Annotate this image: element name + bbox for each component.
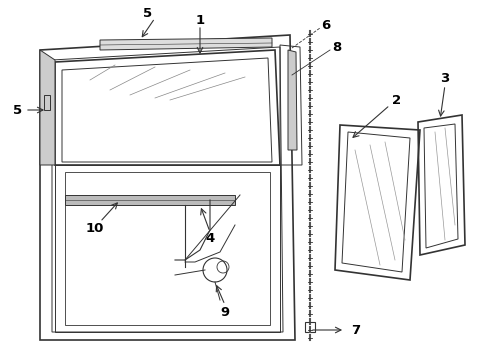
Text: 9: 9 [220, 306, 229, 319]
Text: 7: 7 [351, 324, 361, 337]
Text: 8: 8 [332, 41, 342, 54]
Polygon shape [100, 38, 272, 50]
Text: 4: 4 [205, 231, 215, 244]
Polygon shape [288, 50, 297, 150]
Polygon shape [40, 50, 55, 165]
Text: 6: 6 [321, 18, 331, 32]
Text: 5: 5 [13, 104, 23, 117]
Text: 2: 2 [392, 94, 402, 107]
Text: 1: 1 [196, 14, 204, 27]
Text: 3: 3 [441, 72, 450, 85]
Text: 10: 10 [86, 221, 104, 234]
Text: 5: 5 [144, 6, 152, 19]
Polygon shape [65, 195, 235, 205]
